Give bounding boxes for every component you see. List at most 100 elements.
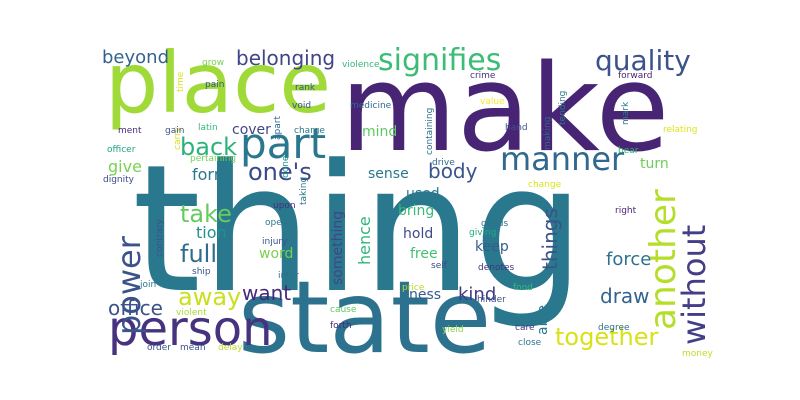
word-force: force <box>606 249 651 270</box>
word-delay: delay <box>218 343 243 353</box>
word-denotes: denotes <box>478 263 515 273</box>
word-kind: kind <box>458 284 496 305</box>
word-state: state <box>238 259 491 376</box>
word-hand: hand <box>505 123 528 133</box>
word-done: done <box>281 155 291 178</box>
word-forth: forth <box>330 321 352 331</box>
word-tending: tending <box>558 91 568 125</box>
word-body: body <box>428 159 478 183</box>
word-manner: manner <box>500 140 625 178</box>
word-one-s: one's <box>248 158 312 186</box>
word-degree: degree <box>598 323 630 333</box>
word-form: form <box>192 165 229 184</box>
word-hinder: hinder <box>477 295 506 305</box>
word-drive: drive <box>432 158 455 168</box>
word-value: value <box>480 97 505 107</box>
word-sense: sense <box>368 166 409 182</box>
word-grow: grow <box>202 58 224 68</box>
word-right: right <box>615 206 637 216</box>
word-another: another <box>643 189 684 330</box>
word-pertaining: pertaining <box>190 154 236 164</box>
word-person: person <box>108 301 273 357</box>
word-money: money <box>682 349 714 359</box>
word-tion: tion <box>196 223 227 242</box>
word-turn: turn <box>640 156 669 172</box>
word-contrary: contrary <box>155 218 165 257</box>
word-away: away <box>178 283 241 311</box>
word-beyond: beyond <box>102 47 169 68</box>
word-crime: crime <box>470 71 496 81</box>
word-part: part <box>240 119 326 168</box>
word-void: void <box>292 101 311 111</box>
word-without: without <box>675 225 713 345</box>
word-hold: hold <box>403 226 433 242</box>
word-violence: violence <box>342 60 380 70</box>
word-bring: bring <box>398 203 434 219</box>
word-relating: relating <box>663 125 698 135</box>
word-full: full <box>180 240 217 268</box>
word-medicine: medicine <box>350 101 392 111</box>
word-time: time <box>176 71 186 92</box>
word-something: something <box>330 211 346 285</box>
word-free: free <box>410 246 438 262</box>
word-give: give <box>108 157 142 176</box>
word-latin: latin <box>198 123 218 133</box>
word-yield: yield <box>442 325 464 335</box>
word-thing: thing <box>132 127 585 332</box>
word-price: price <box>402 283 425 293</box>
word-belonging: belonging <box>236 46 335 70</box>
word-join: join <box>139 280 156 290</box>
word-taking: taking <box>299 177 309 205</box>
word-place: place <box>105 34 331 132</box>
word-keep: keep <box>475 239 509 255</box>
word-word: word <box>259 246 293 262</box>
word-cause: cause <box>330 305 357 315</box>
word-make: make <box>340 40 669 179</box>
word-officer: officer <box>107 145 136 155</box>
word-giving: giving <box>469 228 496 238</box>
word-food: food <box>513 283 533 293</box>
word-together: together <box>555 323 658 351</box>
word-care: care <box>515 323 535 333</box>
word-pain: pain <box>205 80 224 90</box>
word-charge: charge <box>294 126 325 136</box>
word-things: things <box>538 208 562 270</box>
word-dignity: dignity <box>103 175 135 185</box>
word-apart: apart <box>273 116 283 140</box>
word-hence: hence <box>355 216 374 265</box>
word-back: back <box>180 133 237 161</box>
word-power: power <box>110 235 148 335</box>
word-used: used <box>406 186 440 202</box>
word-injury: injury <box>262 237 288 247</box>
word-forward: forward <box>618 71 653 81</box>
word-inter: inter <box>278 271 299 281</box>
word-making: making <box>543 117 553 150</box>
word-order: order <box>147 343 171 353</box>
word-gain: gain <box>165 126 184 136</box>
word-mark: mark <box>621 101 631 125</box>
word-signifies: signifies <box>378 43 501 78</box>
word-cover: cover <box>232 122 271 138</box>
word-able: able <box>535 305 551 335</box>
word-want: want <box>242 281 291 305</box>
word-mind: mind <box>362 124 397 140</box>
word-office: office <box>108 296 163 320</box>
word-ment: ment <box>118 126 142 136</box>
word-self: self <box>431 261 448 271</box>
word-bear: bear <box>618 146 639 156</box>
word-ness: ness <box>409 287 441 303</box>
word-goods: goods <box>481 219 508 229</box>
word-mean: mean <box>180 343 206 353</box>
word-change: change <box>528 180 562 190</box>
word-open: open <box>265 218 287 228</box>
word-rank: rank <box>295 83 316 93</box>
word-close: close <box>518 338 542 348</box>
word-carry: carry <box>173 126 183 150</box>
word-upon: upon <box>273 201 296 211</box>
word-quality: quality <box>595 44 691 77</box>
word-ship: ship <box>192 267 211 277</box>
word-take: take <box>180 200 232 228</box>
word-violent: violent <box>176 308 207 318</box>
